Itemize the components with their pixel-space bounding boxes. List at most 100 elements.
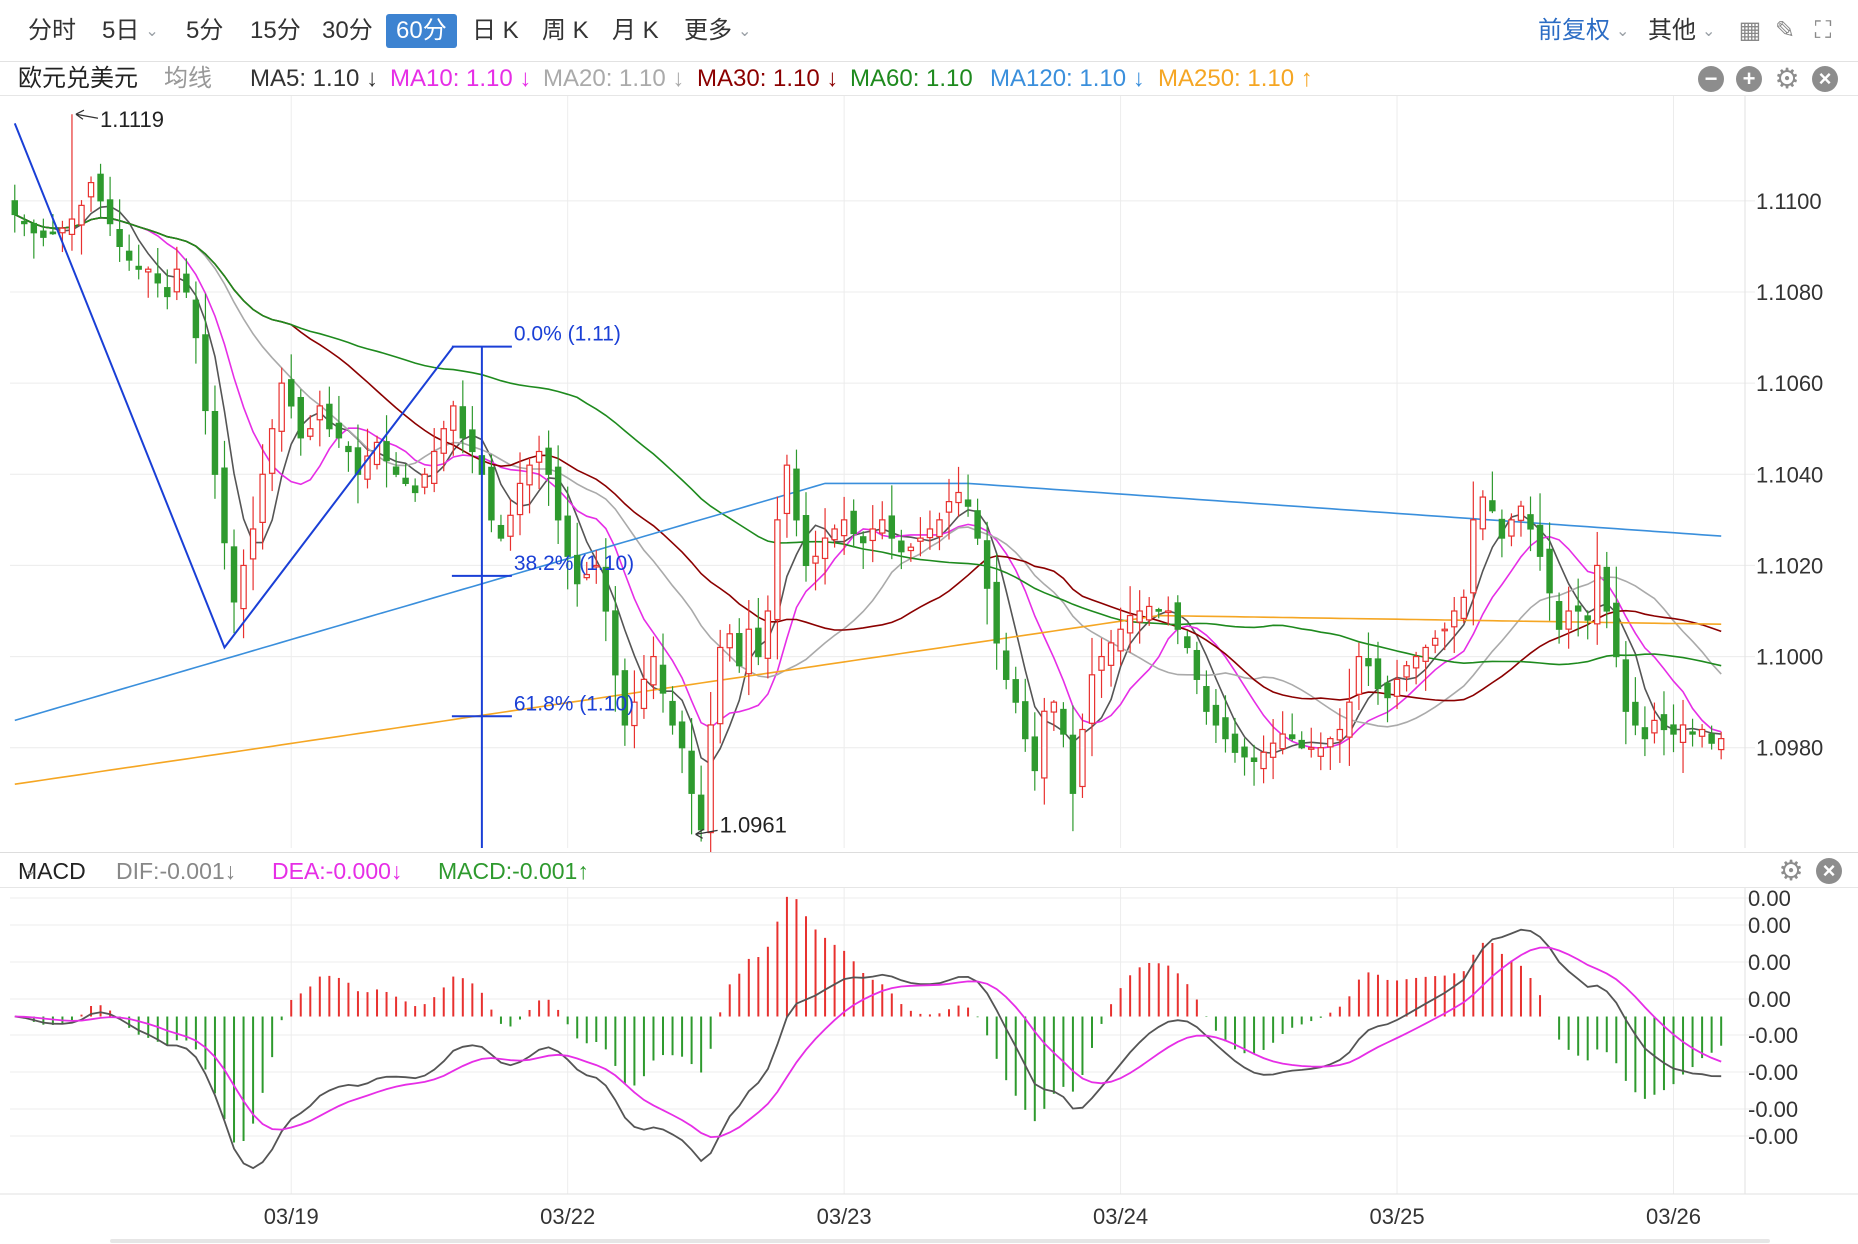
candle <box>1203 670 1210 725</box>
candle <box>335 395 343 448</box>
candle-body <box>125 250 133 261</box>
ma10-value: MA10: 1.10 ↓ <box>390 65 532 92</box>
candle-body <box>173 268 181 293</box>
symbol-name: 欧元兑美元 <box>18 65 138 92</box>
candle <box>40 218 47 247</box>
period-tab[interactable]: 15分 <box>240 14 311 48</box>
arrow-icon <box>75 109 85 120</box>
candle-body <box>1288 734 1296 740</box>
candle <box>1060 702 1067 748</box>
dif-line <box>14 928 1722 1170</box>
plus-icon[interactable]: + <box>1736 66 1762 92</box>
candle <box>459 380 467 454</box>
period-tab[interactable]: 60分 <box>386 14 457 48</box>
candle <box>869 505 876 563</box>
candle <box>259 444 266 550</box>
period-tab[interactable]: 分时 <box>18 14 86 48</box>
candle <box>612 586 619 712</box>
candle-body <box>383 441 390 462</box>
gear-icon[interactable]: ⚙ <box>1778 855 1804 886</box>
pencil-icon[interactable]: ✎ <box>1774 17 1796 44</box>
candle-body <box>1165 610 1172 614</box>
candle-body <box>1184 636 1191 649</box>
macd-chart[interactable]: 0.000.000.000.00-0.00-0.00-0.00-0.0003/1… <box>0 888 1858 1244</box>
candlestick-chart[interactable]: 1.1100 1.1080 1.1060 1.1040 1.1020 1.1000 1.09… <box>0 96 1858 852</box>
grid-icon[interactable]: ▦ <box>1738 17 1762 44</box>
period-tab[interactable]: 日 K <box>462 14 529 48</box>
candle <box>383 415 390 488</box>
period-tab-label: 5分 <box>186 17 224 44</box>
candle <box>1393 659 1401 710</box>
candle <box>1355 642 1363 711</box>
candle <box>526 457 533 514</box>
candle-body <box>1460 596 1467 620</box>
period-tab[interactable]: 30分 <box>312 14 383 48</box>
macd-y-tick-label: -0.00 <box>1748 1060 1798 1085</box>
candle <box>516 452 524 536</box>
period-tab[interactable]: 月 K <box>602 14 669 48</box>
period-tab[interactable]: 5分 <box>176 14 233 48</box>
candle <box>726 624 733 662</box>
candle-body <box>354 447 362 475</box>
candle <box>1260 735 1267 784</box>
candle-body <box>11 200 18 216</box>
adjust-label: 前复权 <box>1538 17 1610 44</box>
close-icon[interactable]: × <box>1816 858 1842 884</box>
candle-body <box>1126 614 1134 634</box>
candle-body <box>192 299 200 339</box>
candle <box>755 597 762 666</box>
candle-body <box>1717 738 1725 751</box>
candle-body <box>1403 665 1410 678</box>
ma20-value: MA20: 1.10 ↓ <box>543 65 685 92</box>
candle-body <box>316 405 324 421</box>
candle-body <box>1088 674 1096 724</box>
macd-y-tick-label: -0.00 <box>1748 1097 1798 1122</box>
candle-body <box>1117 628 1124 652</box>
close-icon[interactable]: × <box>1812 66 1838 92</box>
ma5-value: MA5: 1.10 ↓ <box>250 65 379 92</box>
candle-body <box>1632 701 1639 726</box>
fib-level-label: 38.2% (1.10) <box>514 552 634 575</box>
ma-line-ma30 <box>14 213 1722 702</box>
candle-body <box>1203 686 1210 712</box>
gear-icon[interactable]: ⚙ <box>1774 63 1800 94</box>
candle <box>1670 704 1677 753</box>
candle-body <box>850 510 857 535</box>
candle <box>1613 566 1620 668</box>
other-dropdown[interactable]: 其他 ⌄ <box>1648 14 1715 48</box>
candle-body <box>1584 615 1591 621</box>
candle-body <box>612 610 619 676</box>
period-tab[interactable]: 5日 ⌄ <box>92 14 169 48</box>
candle <box>230 529 238 634</box>
candle <box>1584 610 1591 640</box>
fullscreen-icon[interactable]: ⛶ <box>1814 17 1832 44</box>
candle <box>812 530 819 591</box>
macd-y-tick-label: -0.00 <box>1748 1124 1798 1149</box>
candle <box>554 445 562 544</box>
candle-body <box>211 410 219 475</box>
candle <box>764 595 772 679</box>
candle <box>469 406 476 474</box>
period-tab[interactable]: 周 K <box>532 14 599 48</box>
candle-body <box>516 482 524 516</box>
minus-icon[interactable]: − <box>1698 66 1724 92</box>
candle <box>821 508 829 585</box>
candle <box>411 478 419 502</box>
candle-body <box>745 628 753 675</box>
candle-body <box>1641 727 1649 740</box>
candle <box>392 452 400 478</box>
candle-body <box>1212 704 1220 726</box>
period-tab[interactable]: 更多 ⌄ <box>674 14 761 48</box>
candle-body <box>259 473 266 523</box>
candle-body <box>469 429 476 453</box>
candle-body <box>1393 678 1401 697</box>
candle-body <box>21 220 28 225</box>
candle-body <box>1260 751 1267 770</box>
candle <box>1117 607 1124 666</box>
candle <box>1231 717 1239 763</box>
candle-body <box>373 441 381 466</box>
candle <box>1708 725 1715 750</box>
adjust-dropdown[interactable]: 前复权 ⌄ <box>1538 14 1629 48</box>
macd-y-tick-label: 0.00 <box>1748 987 1791 1012</box>
candle-body <box>1594 564 1601 625</box>
